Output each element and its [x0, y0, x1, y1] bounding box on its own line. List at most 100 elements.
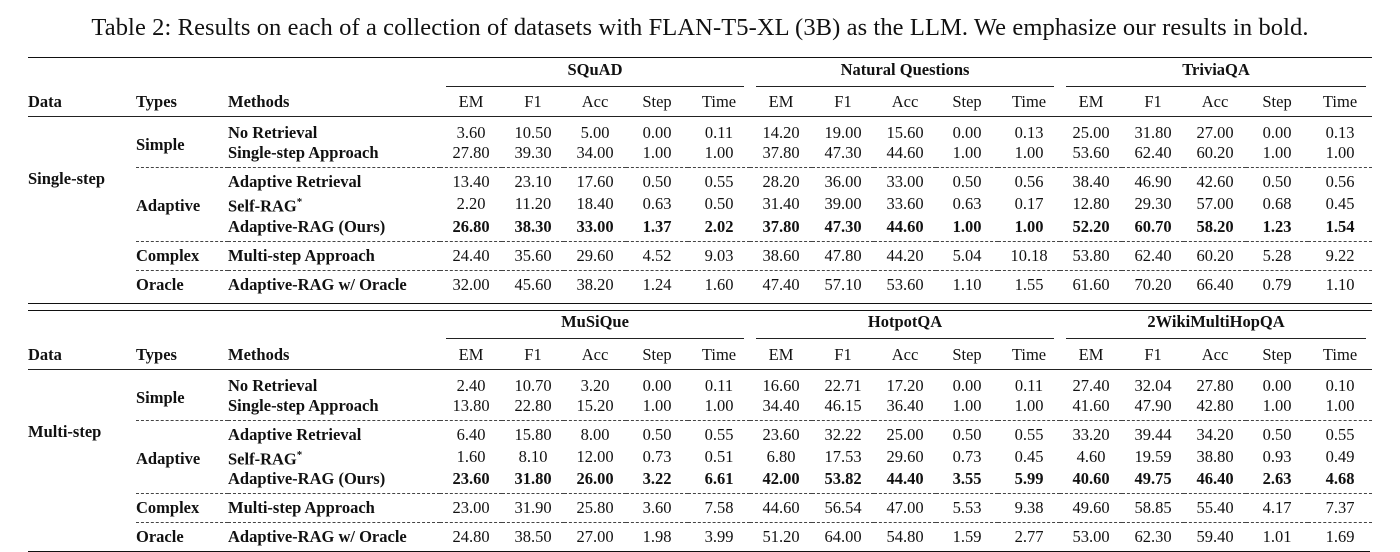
- metric-value: 38.50: [502, 522, 564, 551]
- method-name: Self-RAG*: [228, 448, 303, 469]
- metric-value: 0.55: [1308, 419, 1373, 445]
- metric-value: 5.04: [936, 240, 998, 270]
- column-header-metric: EM: [750, 340, 812, 370]
- metric-value: 62.40: [1134, 143, 1172, 162]
- type-label: Adaptive: [136, 419, 228, 494]
- metric-value: 46.15: [824, 395, 862, 415]
- metric-value: 13.40: [440, 167, 502, 192]
- metric-value: 12.80: [1072, 194, 1110, 214]
- metric-value: 46.40: [1196, 469, 1234, 488]
- metric-value: 23.60: [452, 469, 490, 488]
- metric-value: 0.17: [1014, 194, 1044, 214]
- dataset-title-label: MuSiQue: [446, 312, 744, 339]
- metric-value: 3.99: [688, 522, 750, 551]
- column-header-metric: F1: [502, 340, 564, 370]
- metric-value: 39.30: [514, 143, 552, 162]
- column-header-row: Data Types Methods EM F1 Acc Step Time EM F1 Acc St…: [28, 88, 1373, 117]
- data-spacer: [28, 241, 136, 270]
- metric-value: 1.59: [936, 522, 998, 551]
- column-header-metric: Acc: [564, 88, 626, 117]
- metric-value: 18.40: [576, 194, 614, 214]
- metric-value: 14.20: [762, 123, 800, 142]
- type-label: Oracle: [136, 269, 228, 299]
- metric-value: 38.30: [514, 216, 552, 236]
- metric-value: 60.20: [1184, 240, 1247, 270]
- column-header-metric: EM: [750, 88, 812, 117]
- metric-value: 29.60: [886, 446, 924, 466]
- table-row: Complex Multi-step Approach 23.00 31.90 25.8…: [28, 493, 1373, 523]
- metric-value: 0.00: [642, 123, 672, 142]
- metric-value: 58.20: [1196, 216, 1234, 236]
- header-spacer: [28, 311, 136, 341]
- header-spacer: [228, 311, 440, 341]
- metric-value: 32.04: [1134, 375, 1172, 395]
- method-name: No Retrieval: [228, 123, 318, 142]
- metric-value: 25.00: [1072, 123, 1110, 142]
- dataset-title: HotpotQA: [750, 311, 1060, 341]
- metric-value: 27.40: [1072, 375, 1110, 395]
- metric-value: 31.80: [1134, 123, 1172, 142]
- metric-value: 23.10: [502, 167, 564, 192]
- column-header-metric: Time: [1308, 340, 1373, 370]
- metric-value: 25.80: [564, 493, 626, 523]
- metric-value: 9.22: [1308, 240, 1373, 270]
- metric-value: 27.80: [452, 143, 490, 162]
- dataset-header-row: SQuAD Natural Questions TriviaQA: [28, 57, 1373, 88]
- metric-value: 4.60: [1076, 446, 1106, 466]
- metric-value: 44.40: [886, 469, 924, 488]
- metric-value: 22.80: [514, 395, 552, 415]
- metric-value: 44.60: [886, 143, 924, 162]
- metric-value: 40.60: [1072, 469, 1110, 488]
- metric-value: 1.00: [1014, 143, 1044, 162]
- type-label: Adaptive: [136, 167, 228, 241]
- metric-value: 47.00: [874, 493, 936, 523]
- metric-value: 8.00: [564, 419, 626, 445]
- metric-value: 62.30: [1122, 522, 1185, 551]
- metric-value: 3.20: [580, 375, 610, 395]
- metric-value: 0.55: [688, 167, 750, 192]
- table-row: Self-RAG* 2.20 11.20 18.40 0.63 0.50 31.40 39.0…: [28, 192, 1372, 217]
- metric-value: 4.68: [1325, 469, 1355, 488]
- dataset-title-label: Natural Questions: [756, 60, 1055, 87]
- metric-value: 6.40: [440, 419, 502, 445]
- metric-value: 33.00: [874, 167, 936, 192]
- metric-value: 52.20: [1072, 216, 1110, 236]
- double-rule-cell: [28, 299, 1373, 311]
- column-header-metric: Acc: [874, 340, 936, 370]
- metric-value: 1.00: [952, 395, 982, 415]
- metric-value: 53.60: [1072, 143, 1110, 162]
- metric-value: 5.53: [936, 493, 998, 523]
- metric-value: 2.20: [456, 194, 486, 214]
- metric-value: 29.60: [564, 240, 626, 270]
- metric-value: 3.22: [642, 469, 672, 488]
- metric-value: 13.80: [452, 395, 490, 415]
- metric-value: 51.20: [750, 522, 812, 551]
- metric-value: 1.00: [1262, 395, 1292, 415]
- column-header-metric: Time: [688, 88, 750, 117]
- metric-value: 47.90: [1134, 395, 1172, 415]
- table-row: Adaptive-RAG (Ours) 26.80 38.30 33.00 1.37 2.…: [28, 217, 1372, 242]
- table-row: Adaptive-RAG (Ours) 23.60 31.80 26.00 3.22 6.…: [28, 469, 1372, 494]
- metric-value: 0.63: [642, 194, 672, 214]
- metric-value: 0.50: [626, 419, 688, 445]
- metric-value: 37.80: [762, 143, 800, 162]
- metric-value: 10.18: [998, 240, 1061, 270]
- column-header-metric: Time: [998, 340, 1061, 370]
- metric-value: 0.50: [704, 194, 734, 214]
- metric-value: 70.20: [1122, 269, 1185, 299]
- column-header-methods: Methods: [228, 88, 440, 117]
- column-header-metric: Acc: [564, 340, 626, 370]
- metric-value: 0.45: [1325, 194, 1355, 214]
- column-header-metric: Acc: [1184, 340, 1247, 370]
- column-header-metric: Step: [936, 340, 998, 370]
- metric-value: 33.00: [576, 216, 614, 236]
- metric-value: 36.00: [812, 167, 874, 192]
- metric-value: 0.51: [704, 446, 734, 466]
- dataset-title: MuSiQue: [440, 311, 750, 341]
- data-spacer: [28, 494, 136, 523]
- metric-value: 55.40: [1184, 493, 1247, 523]
- dataset-title: 2WikiMultiHopQA: [1060, 311, 1372, 341]
- metric-value: 0.00: [1262, 375, 1292, 395]
- type-label: Complex: [136, 493, 228, 523]
- metric-value: 42.80: [1196, 395, 1234, 415]
